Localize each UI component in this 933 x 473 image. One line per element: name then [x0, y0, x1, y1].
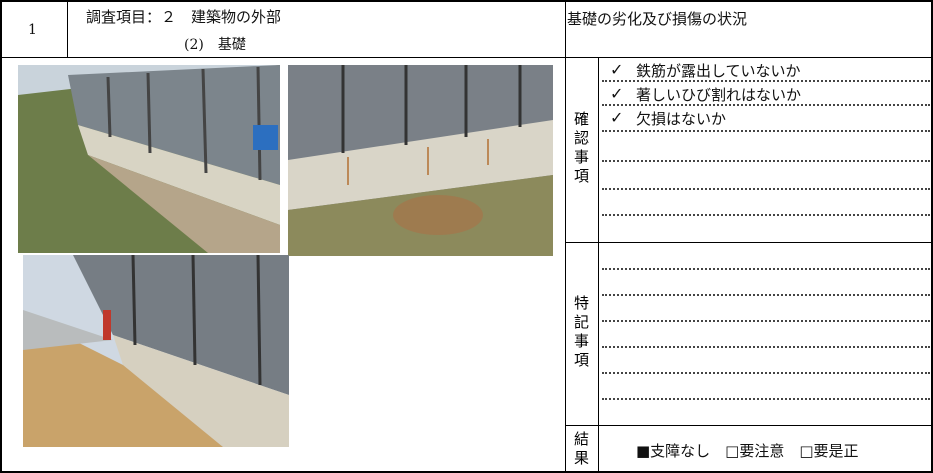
check-item: 鉄筋が露出していないか	[636, 62, 801, 80]
dotted-line	[602, 398, 930, 400]
section-label: 結果	[573, 430, 589, 467]
dotted-line	[602, 188, 930, 190]
photo	[23, 255, 289, 447]
section-label: 特記事項	[573, 294, 589, 369]
dotted-line	[602, 160, 930, 162]
result-text: ■支障なし □要注意 □要是正	[636, 442, 859, 460]
item-number: 1	[28, 22, 37, 38]
dotted-line	[602, 130, 930, 132]
section-label: 確認事項	[573, 110, 589, 185]
dotted-line	[602, 320, 930, 322]
photo	[288, 65, 553, 256]
check-item: 著しいひび割れはないか	[636, 86, 802, 104]
photo	[18, 65, 280, 253]
dotted-line	[602, 372, 930, 374]
dotted-line	[602, 214, 930, 216]
subject: 基礎の劣化及び損傷の状況	[567, 10, 748, 28]
dotted-line	[602, 268, 930, 270]
dotted-line	[602, 294, 930, 296]
check-mark: ✓	[610, 60, 624, 79]
dotted-line	[602, 104, 930, 106]
sub-item: (2) 基礎	[184, 37, 246, 53]
check-mark: ✓	[610, 108, 624, 127]
dotted-line	[602, 80, 930, 82]
dotted-line	[602, 346, 930, 348]
check-mark: ✓	[610, 84, 624, 103]
check-item: 欠損はないか	[636, 110, 727, 128]
item-title: 調査項目：２ 建築物の外部	[86, 8, 282, 26]
